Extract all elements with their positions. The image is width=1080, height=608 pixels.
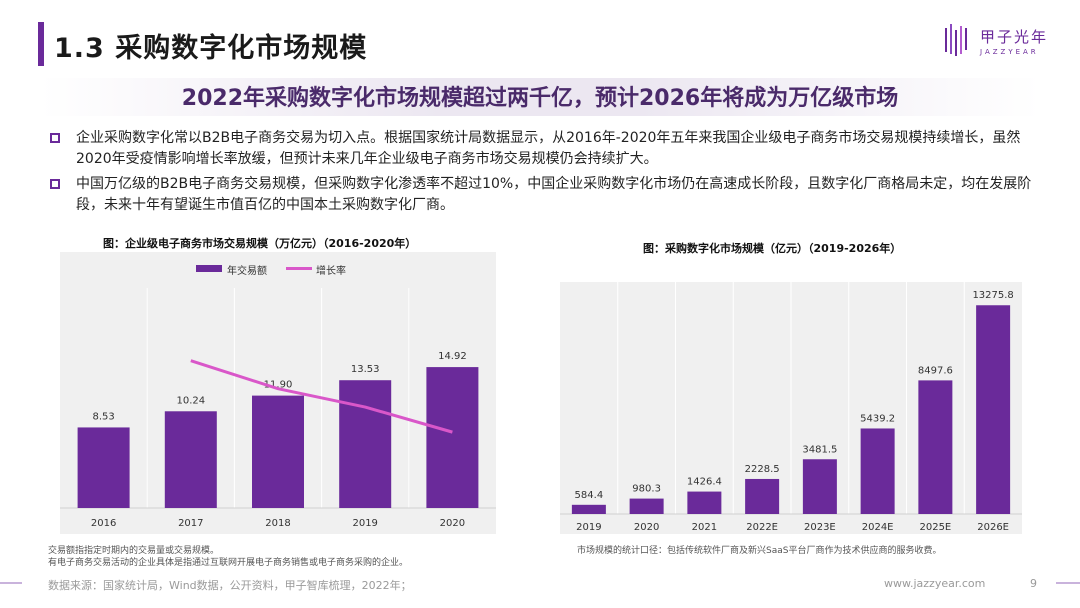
bar <box>976 305 1011 514</box>
bar <box>426 367 479 508</box>
legend-line-label: 增长率 <box>316 266 346 277</box>
bullet-square-icon <box>50 133 60 143</box>
bar <box>77 427 130 508</box>
footer-left-line <box>0 582 22 584</box>
x-tick-label: 2019 <box>576 522 601 533</box>
data-label: 1426.4 <box>687 477 722 488</box>
data-label: 13275.8 <box>972 290 1013 301</box>
bullet-text: 企业采购数字化常以B2B电子商务交易为切入点。根据国家统计局数据显示，从2016… <box>76 130 1021 167</box>
headline-band <box>40 78 1040 116</box>
bar <box>745 478 780 514</box>
logo: 甲子光年 JAZZYEAR <box>944 24 1054 64</box>
right-bar-chart: 584.4 2019 980.3 2020 1426.4 2021 2228.5 2022E 3… <box>560 282 1022 533</box>
legend-line-swatch <box>286 267 312 270</box>
bar <box>629 498 664 514</box>
x-tick-label: 2023E <box>804 522 836 533</box>
bar <box>918 380 953 514</box>
left-note-1: 交易额指指定时期内的交易量或交易规模。 <box>48 546 220 556</box>
headline: 2022年采购数字化市场规模超过两千亿，预计2026年将成为万亿级市场 <box>181 86 899 111</box>
x-tick-label: 2025E <box>919 522 951 533</box>
data-label: 10.24 <box>176 395 205 406</box>
left-bar-chart: 8.53 2016 10.24 2017 11.90 2018 13.53 2019 14.92… <box>60 288 496 529</box>
page-title: 1.3 采购数字化市场规模 <box>54 33 368 64</box>
bullet-square-icon <box>50 179 60 189</box>
x-tick-label: 2017 <box>178 518 203 529</box>
data-label: 8497.6 <box>918 365 953 376</box>
bar <box>860 428 895 514</box>
data-label: 5439.2 <box>860 413 895 424</box>
bullet-text: 中国万亿级的B2B电子商务交易规模，但采购数字化渗透率不超过10%，中国企业采购… <box>76 176 1032 213</box>
bar <box>571 504 606 514</box>
growth-rate-line <box>190 359 453 434</box>
bar <box>164 411 217 508</box>
logo-subtitle: JAZZYEAR <box>980 48 1039 56</box>
footer-source: 数据来源：国家统计局，Wind数据，公开资料，甲子智库梳理，2022年； <box>48 579 412 592</box>
footer-url: www.jazzyear.com <box>884 577 986 590</box>
x-tick-label: 2018 <box>265 518 290 529</box>
x-tick-label: 2024E <box>862 522 894 533</box>
x-tick-label: 2021 <box>692 522 717 533</box>
x-tick-label: 2020 <box>440 518 465 529</box>
data-label: 2228.5 <box>745 464 780 475</box>
x-tick-label: 2019 <box>352 518 377 529</box>
data-label: 11.90 <box>264 380 293 391</box>
logo-name: 甲子光年 <box>980 28 1049 46</box>
x-tick-label: 2026E <box>977 522 1009 533</box>
data-label: 980.3 <box>632 484 661 495</box>
logo-bars-icon <box>945 24 967 56</box>
x-tick-label: 2020 <box>634 522 659 533</box>
left-chart-title: 图：企业级电子商务市场交易规模（万亿元）（2016-2020年） <box>103 237 417 250</box>
footer-right-line <box>1056 582 1080 584</box>
x-tick-label: 2022E <box>746 522 778 533</box>
data-label: 14.92 <box>438 351 467 362</box>
legend-bar-swatch <box>196 265 222 272</box>
bar <box>252 395 304 508</box>
bar <box>802 459 837 514</box>
data-label: 8.53 <box>92 411 114 422</box>
bar <box>339 380 392 508</box>
bar <box>687 491 722 514</box>
x-tick-label: 2016 <box>91 518 116 529</box>
right-note: 市场规模的统计口径：包括传统软件厂商及新兴SaaS平台厂商作为技术供应商的服务收… <box>577 546 942 556</box>
legend-bar-label: 年交易额 <box>227 266 267 277</box>
data-label: 3481.5 <box>802 444 837 455</box>
title-accent-bar <box>38 22 44 66</box>
left-note-2: 有电子商务交易活动的企业具体是指通过互联网开展电子商务销售或电子商务采购的企业。 <box>48 558 409 568</box>
data-label: 13.53 <box>351 364 380 375</box>
right-chart-title: 图：采购数字化市场规模（亿元）（2019-2026年） <box>643 242 902 255</box>
data-label: 584.4 <box>575 490 604 501</box>
page-number: 9 <box>1030 577 1037 590</box>
